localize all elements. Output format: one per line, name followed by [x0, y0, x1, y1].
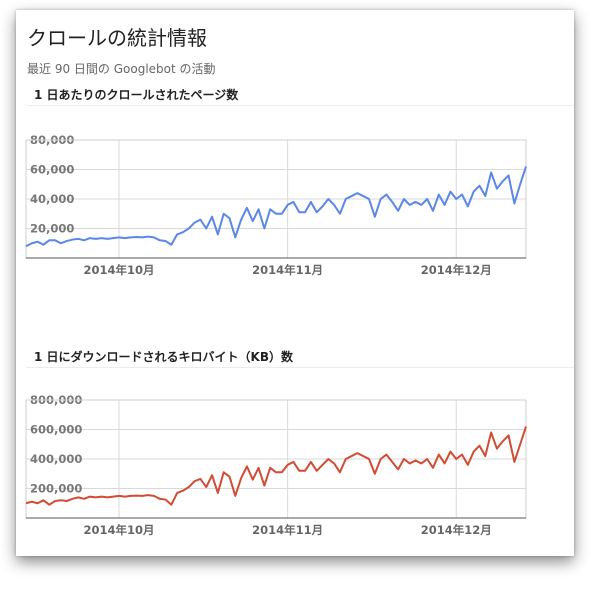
x-tick-label: 2014年11月 — [252, 263, 323, 277]
page-subtitle: 最近 90 日間の Googlebot の活動 — [27, 62, 216, 76]
x-tick-label: 2014年11月 — [252, 523, 323, 537]
x-tick-label: 2014年12月 — [421, 263, 492, 277]
series-line — [25, 426, 527, 506]
y-tick-label: 600,000 — [30, 423, 82, 437]
y-tick-label: 400,000 — [30, 452, 82, 466]
y-tick-label: 20,000 — [30, 222, 74, 236]
x-tick-label: 2014年10月 — [84, 523, 155, 537]
y-tick-label: 60,000 — [30, 163, 74, 177]
y-tick-label: 40,000 — [30, 192, 74, 206]
series-line — [25, 166, 527, 248]
pages-chart-title: 1 日あたりのクロールされたページ数 — [34, 88, 239, 102]
kb-chart-divider — [26, 367, 574, 368]
pages-chart-divider — [26, 105, 574, 106]
x-tick-label: 2014年10月 — [84, 263, 155, 277]
page-title: クロールの統計情報 — [27, 26, 207, 50]
kb-chart-title: 1 日にダウンロードされるキロバイト（KB）数 — [34, 350, 293, 364]
y-tick-label: 200,000 — [30, 482, 82, 496]
crawl-stats-card: クロールの統計情報 最近 90 日間の Googlebot の活動 1 日あたり… — [16, 10, 574, 556]
x-tick-label: 2014年12月 — [421, 523, 492, 537]
